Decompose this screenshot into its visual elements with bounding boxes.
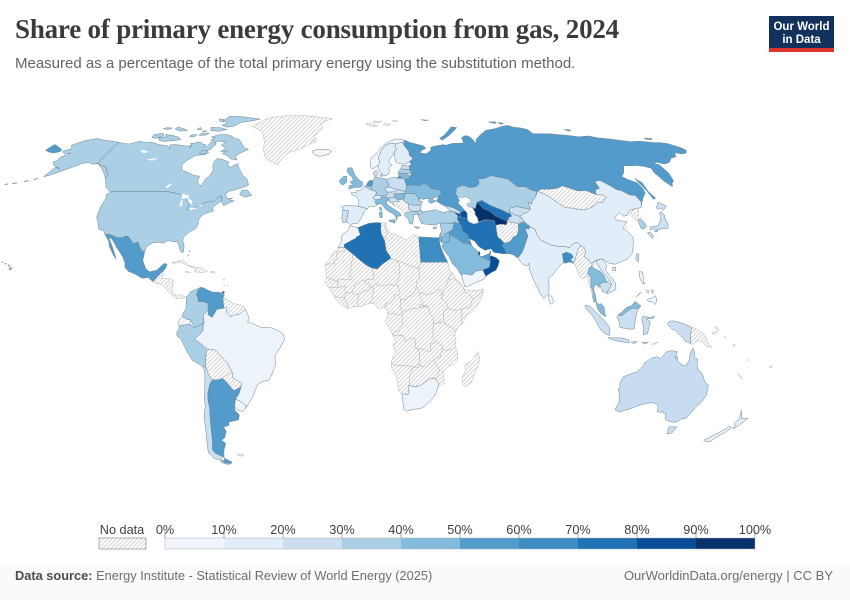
svg-text:20%: 20% <box>270 523 295 537</box>
svg-text:70%: 70% <box>565 523 590 537</box>
svg-text:90%: 90% <box>683 523 708 537</box>
svg-text:40%: 40% <box>388 523 413 537</box>
svg-text:10%: 10% <box>211 523 236 537</box>
svg-text:30%: 30% <box>329 523 354 537</box>
svg-text:0%: 0% <box>156 523 174 537</box>
svg-text:No data: No data <box>100 523 145 537</box>
svg-text:50%: 50% <box>447 523 472 537</box>
svg-text:80%: 80% <box>624 523 649 537</box>
svg-text:100%: 100% <box>739 523 771 537</box>
svg-text:60%: 60% <box>506 523 531 537</box>
